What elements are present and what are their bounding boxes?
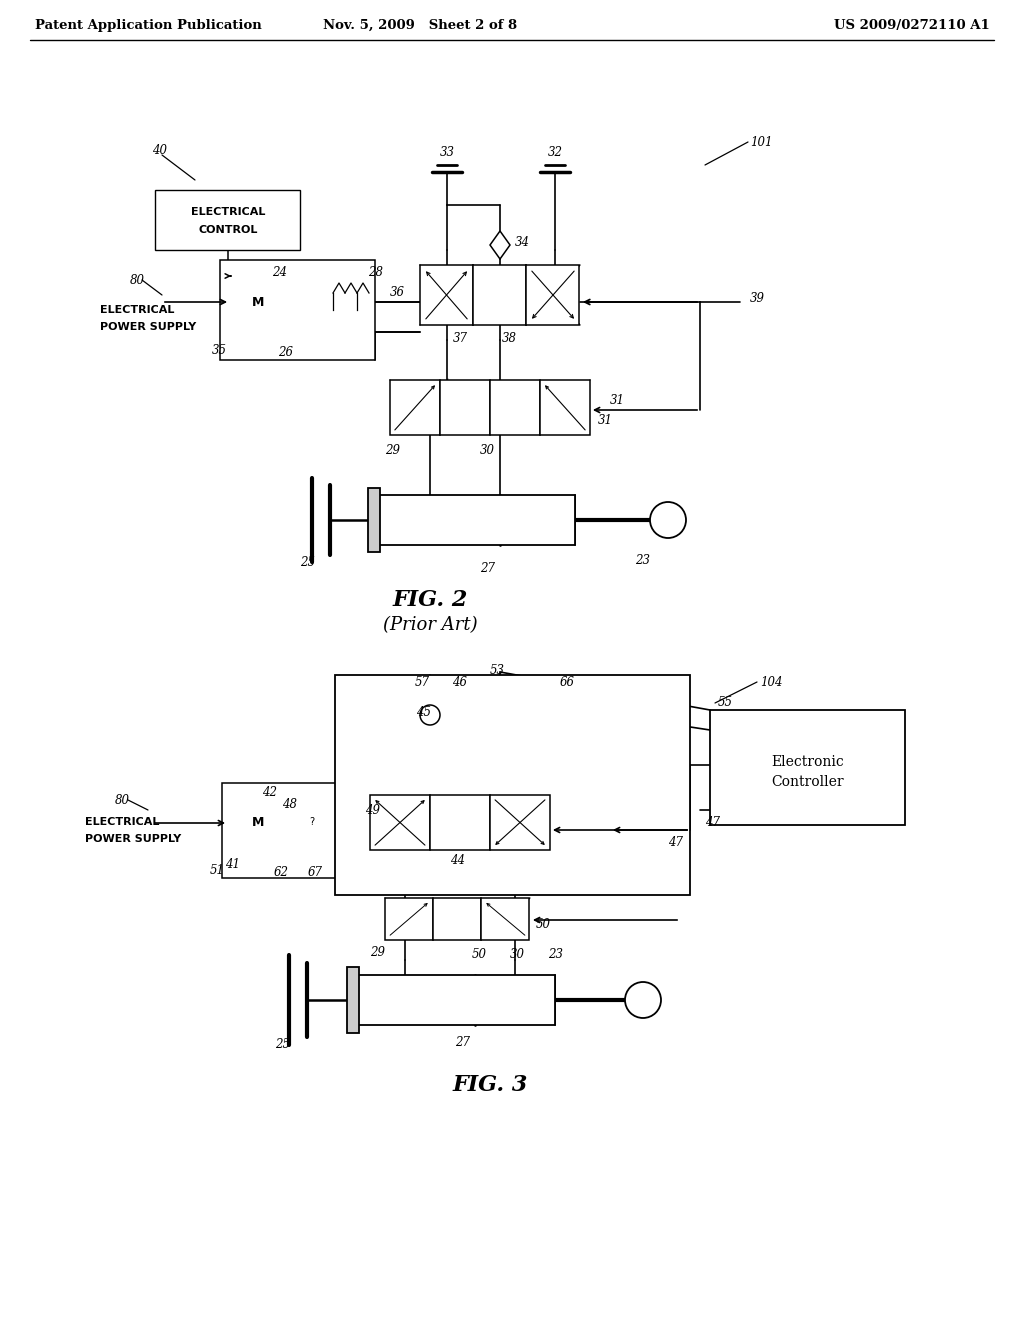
Circle shape	[232, 276, 284, 327]
Bar	[385, 898, 433, 940]
Text: 80: 80	[115, 793, 130, 807]
Text: 29: 29	[370, 945, 385, 958]
Text: 57: 57	[415, 676, 430, 689]
Circle shape	[250, 837, 286, 873]
Text: M: M	[252, 817, 264, 829]
Text: 37: 37	[453, 331, 468, 345]
Text: M: M	[252, 296, 264, 309]
Text: 23: 23	[635, 553, 650, 566]
Text: POWER SUPPLY: POWER SUPPLY	[85, 834, 181, 843]
Bar	[370, 795, 430, 850]
Bar	[481, 898, 529, 940]
Text: 24: 24	[272, 267, 287, 280]
Text: FIG. 2: FIG. 2	[392, 589, 468, 611]
Text: 36: 36	[390, 285, 406, 298]
Bar	[490, 380, 540, 436]
Circle shape	[311, 847, 329, 866]
Text: 45: 45	[416, 706, 431, 719]
Text: Controller: Controller	[772, 775, 845, 789]
Circle shape	[232, 797, 284, 849]
Text: 40: 40	[152, 144, 167, 157]
Text: 38: 38	[502, 331, 517, 345]
Text: 46: 46	[452, 676, 467, 689]
Circle shape	[250, 314, 286, 350]
Text: ELECTRICAL: ELECTRICAL	[85, 817, 160, 828]
Circle shape	[230, 837, 266, 873]
Bar	[375, 495, 575, 545]
Bar	[473, 265, 526, 325]
Text: 67: 67	[308, 866, 323, 879]
Text: 23: 23	[548, 949, 563, 961]
Circle shape	[625, 982, 662, 1018]
Bar	[296, 810, 328, 833]
Text: CONTROL: CONTROL	[199, 224, 258, 235]
Text: 27: 27	[480, 561, 495, 574]
Polygon shape	[490, 231, 510, 259]
Text: 34: 34	[515, 235, 530, 248]
Text: (Prior Art): (Prior Art)	[383, 616, 477, 634]
Text: Patent Application Publication: Patent Application Publication	[35, 18, 262, 32]
Circle shape	[281, 847, 299, 866]
Text: 66: 66	[560, 676, 575, 689]
Bar	[540, 380, 590, 436]
Circle shape	[420, 705, 440, 725]
Bar	[347, 968, 359, 1034]
Text: 53: 53	[490, 664, 505, 676]
Text: 30: 30	[480, 444, 495, 457]
Text: 28: 28	[368, 267, 383, 280]
Text: 35: 35	[212, 343, 227, 356]
Bar	[710, 710, 905, 825]
Bar	[526, 265, 579, 325]
Text: 29: 29	[385, 444, 400, 457]
Text: ?: ?	[309, 817, 314, 828]
Text: 27: 27	[455, 1036, 470, 1049]
Bar	[390, 380, 440, 436]
Text: 104: 104	[760, 676, 782, 689]
Text: 30: 30	[510, 949, 525, 961]
Ellipse shape	[319, 265, 371, 330]
Text: 49: 49	[365, 804, 380, 817]
Text: 47: 47	[705, 816, 720, 829]
Text: 42: 42	[262, 787, 278, 800]
Bar	[335, 675, 690, 895]
Text: 55: 55	[718, 696, 733, 709]
Text: 51: 51	[210, 863, 225, 876]
Text: 48: 48	[282, 799, 297, 812]
Text: 33: 33	[439, 145, 455, 158]
Text: 26: 26	[278, 346, 293, 359]
Bar	[355, 975, 555, 1026]
Text: 50: 50	[536, 919, 551, 932]
Circle shape	[230, 314, 266, 350]
Text: POWER SUPPLY: POWER SUPPLY	[100, 322, 197, 333]
Bar	[155, 190, 300, 249]
Text: 50: 50	[472, 949, 487, 961]
Text: 31: 31	[598, 413, 613, 426]
Text: 31: 31	[610, 393, 625, 407]
Text: 62: 62	[274, 866, 289, 879]
Text: Nov. 5, 2009   Sheet 2 of 8: Nov. 5, 2009 Sheet 2 of 8	[323, 18, 517, 32]
Bar	[222, 783, 377, 878]
Bar	[420, 265, 473, 325]
Bar	[368, 488, 380, 552]
Bar	[430, 795, 490, 850]
Text: 25: 25	[275, 1039, 290, 1052]
Text: US 2009/0272110 A1: US 2009/0272110 A1	[835, 18, 990, 32]
Bar	[490, 795, 550, 850]
Text: FIG. 3: FIG. 3	[453, 1074, 527, 1096]
Text: Electronic: Electronic	[772, 755, 845, 770]
Text: ELECTRICAL: ELECTRICAL	[190, 207, 265, 216]
Text: 39: 39	[750, 292, 765, 305]
Text: 32: 32	[548, 145, 562, 158]
Circle shape	[650, 502, 686, 539]
Text: 80: 80	[130, 273, 145, 286]
Text: 47: 47	[668, 836, 683, 849]
Text: 101: 101	[750, 136, 772, 149]
Text: 44: 44	[450, 854, 465, 866]
Text: ELECTRICAL: ELECTRICAL	[100, 305, 174, 315]
Text: 25: 25	[300, 556, 315, 569]
Bar	[433, 898, 481, 940]
Bar	[220, 260, 375, 360]
Bar	[440, 380, 490, 436]
Text: 41: 41	[225, 858, 240, 871]
